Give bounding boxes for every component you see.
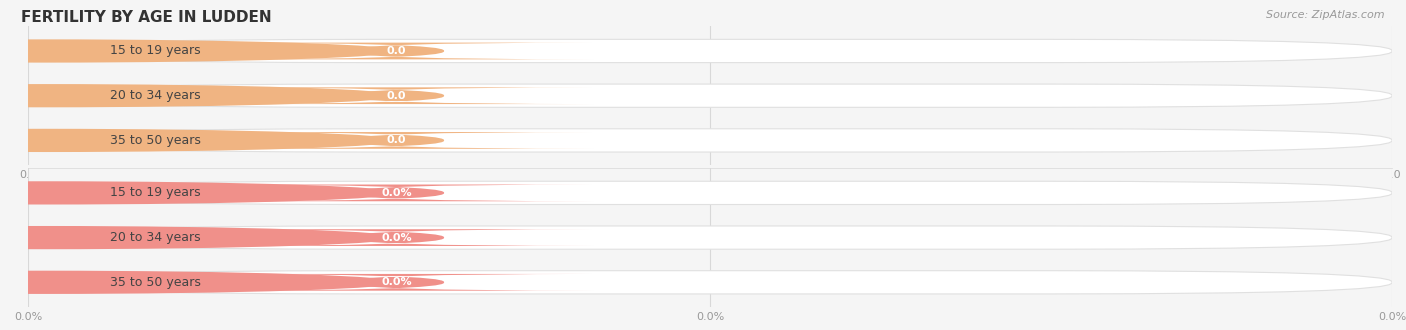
Text: 0.0: 0.0 <box>387 135 406 146</box>
FancyBboxPatch shape <box>28 84 1392 107</box>
Text: Source: ZipAtlas.com: Source: ZipAtlas.com <box>1267 10 1385 20</box>
Text: 0.0: 0.0 <box>387 91 406 101</box>
FancyBboxPatch shape <box>200 43 593 59</box>
Circle shape <box>0 226 399 249</box>
Text: 20 to 34 years: 20 to 34 years <box>110 89 201 102</box>
Text: 15 to 19 years: 15 to 19 years <box>110 45 201 57</box>
Text: 15 to 19 years: 15 to 19 years <box>110 186 201 199</box>
FancyBboxPatch shape <box>200 274 593 291</box>
FancyBboxPatch shape <box>200 229 593 246</box>
Circle shape <box>0 181 399 205</box>
FancyBboxPatch shape <box>28 39 1392 63</box>
Text: FERTILITY BY AGE IN LUDDEN: FERTILITY BY AGE IN LUDDEN <box>21 10 271 25</box>
FancyBboxPatch shape <box>28 226 1392 249</box>
Circle shape <box>0 39 399 63</box>
Text: 0.0%: 0.0% <box>381 277 412 287</box>
FancyBboxPatch shape <box>28 181 1392 205</box>
FancyBboxPatch shape <box>28 271 1392 294</box>
Circle shape <box>0 84 399 107</box>
Text: 0.0: 0.0 <box>387 46 406 56</box>
Text: 35 to 50 years: 35 to 50 years <box>110 134 201 147</box>
Circle shape <box>0 271 399 294</box>
FancyBboxPatch shape <box>200 87 593 104</box>
Circle shape <box>0 129 399 152</box>
FancyBboxPatch shape <box>200 184 593 201</box>
FancyBboxPatch shape <box>200 132 593 149</box>
FancyBboxPatch shape <box>28 129 1392 152</box>
Text: 0.0%: 0.0% <box>381 188 412 198</box>
Text: 20 to 34 years: 20 to 34 years <box>110 231 201 244</box>
Text: 35 to 50 years: 35 to 50 years <box>110 276 201 289</box>
Text: 0.0%: 0.0% <box>381 233 412 243</box>
